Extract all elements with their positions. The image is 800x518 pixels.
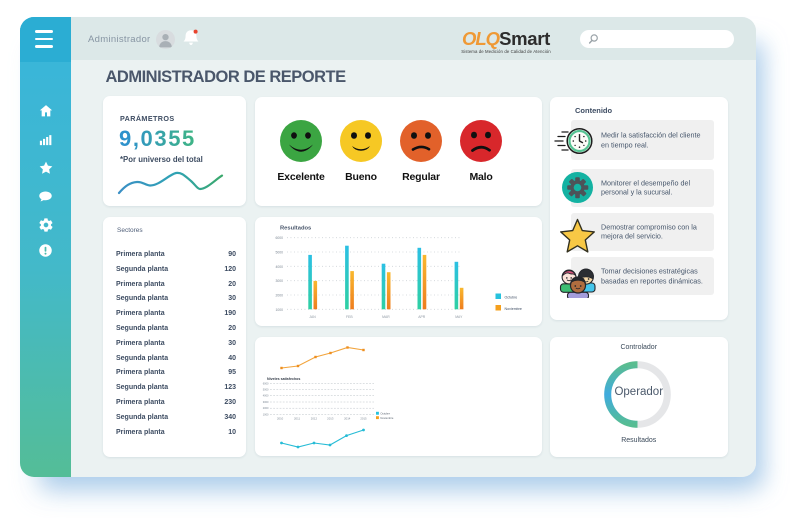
svg-text:2012: 2012 [310,417,317,421]
svg-text:Octubre: Octubre [380,411,390,415]
svg-text:4000: 4000 [275,265,283,269]
svg-text:1000: 1000 [262,412,268,416]
svg-text:FEB: FEB [345,315,352,319]
svg-text:Niveles satisfechos: Niveles satisfechos [267,377,300,381]
svg-text:MAY: MAY [455,315,463,319]
svg-text:2014: 2014 [344,417,351,421]
svg-text:5000: 5000 [275,251,283,255]
svg-text:Resultados: Resultados [280,226,311,232]
svg-text:Noviembre: Noviembre [504,307,521,311]
svg-text:2013: 2013 [327,417,334,421]
svg-text:APR: APR [418,315,426,319]
svg-text:JAN: JAN [309,315,316,319]
svg-text:1000: 1000 [275,308,283,312]
svg-text:2011: 2011 [293,417,299,421]
svg-text:MAR: MAR [382,315,390,319]
svg-text:6000: 6000 [275,236,283,240]
svg-text:6000: 6000 [262,381,268,385]
svg-text:2015: 2015 [360,417,367,421]
svg-text:Octubre: Octubre [504,296,517,300]
svg-text:5000: 5000 [262,388,268,392]
svg-text:3000: 3000 [262,400,268,404]
svg-text:2000: 2000 [275,294,283,298]
svg-text:2010: 2010 [276,417,283,421]
svg-text:4000: 4000 [262,394,268,398]
svg-text:2000: 2000 [262,406,268,410]
svg-text:Noviembre: Noviembre [380,416,393,420]
svg-text:3000: 3000 [275,279,283,283]
